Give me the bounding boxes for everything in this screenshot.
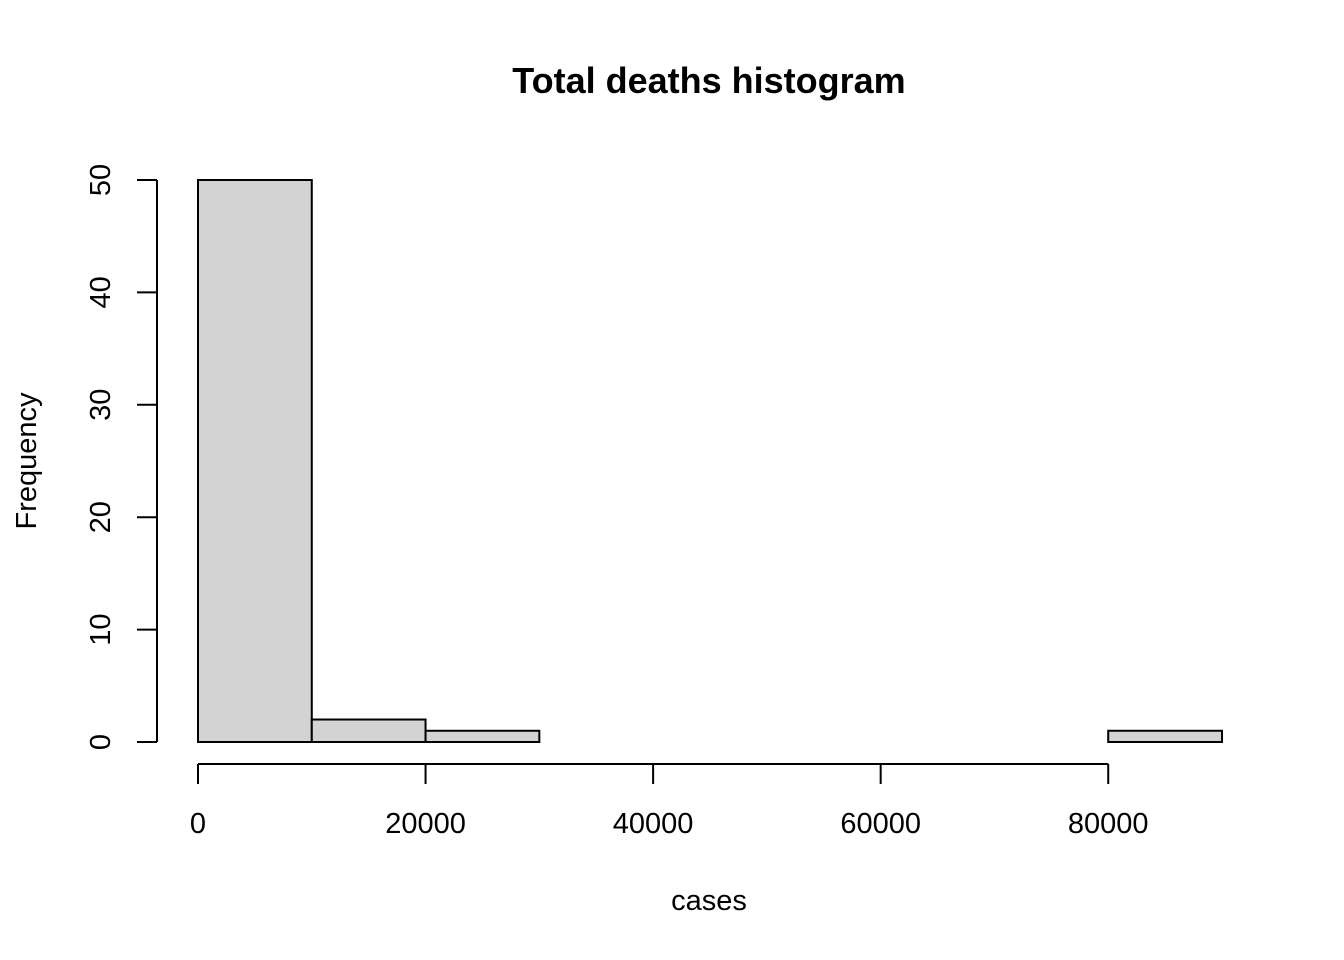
chart-title: Total deaths histogram [512, 60, 905, 101]
histogram-bar [310, 718, 427, 744]
y-tick-label: 0 [85, 734, 117, 750]
histogram-bar [424, 729, 541, 744]
x-tick-label: 40000 [613, 808, 694, 840]
histogram-bar [197, 179, 313, 743]
y-tick-label: 50 [85, 164, 117, 196]
y-axis-label: Frequency [11, 392, 43, 530]
y-axis: 0 10 20 30 40 50 [85, 164, 158, 750]
histogram-bar [1107, 729, 1223, 744]
x-tick-label: 60000 [840, 808, 921, 840]
x-tick-label: 80000 [1068, 808, 1149, 840]
y-tick-label: 20 [85, 501, 117, 533]
x-axis: 0 20000 40000 60000 80000 [190, 763, 1149, 840]
bars-group [197, 179, 1223, 744]
y-tick-label: 40 [85, 276, 117, 308]
x-axis-label: cases [671, 885, 747, 917]
x-tick-label: 20000 [385, 808, 466, 840]
y-tick-label: 30 [85, 389, 117, 421]
x-tick-label: 0 [190, 808, 206, 840]
y-tick-label: 10 [85, 613, 117, 645]
